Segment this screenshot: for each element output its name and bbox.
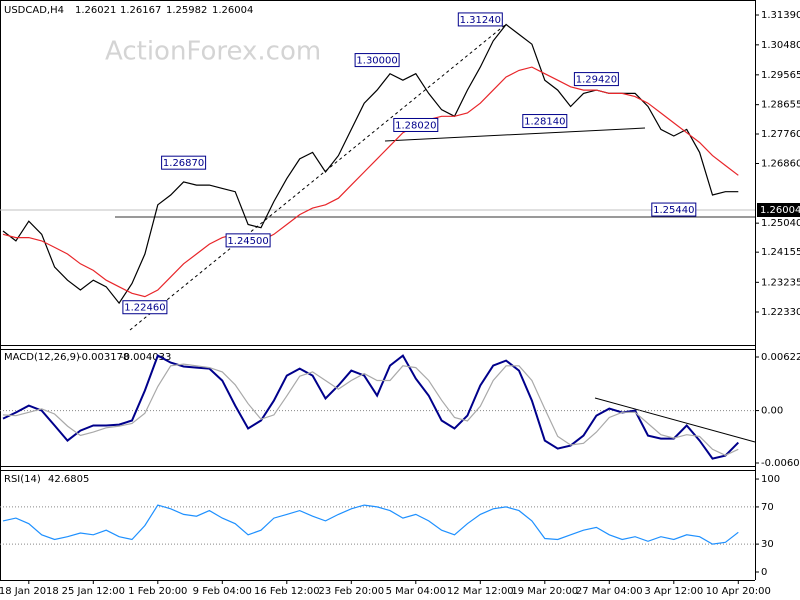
channel-line [129, 24, 506, 331]
level-label: 1.25440 [653, 205, 694, 216]
x-tick-label: 27 Mar 04:00 [576, 586, 643, 597]
rsi-reading: 42.6805 [48, 474, 89, 485]
y-tick-label: 1.26860 [761, 159, 800, 170]
x-tick-label: 25 Jan 12:00 [62, 586, 125, 597]
y-tick-label: 1.23235 [761, 277, 800, 288]
y-tick-label: 1.28655 [761, 100, 800, 111]
y-tick-label: 1.31390 [761, 10, 800, 21]
series-line [2, 354, 740, 460]
y-tick-label: 1.30480 [761, 40, 800, 51]
level-box [161, 155, 207, 170]
level-label: 1.28020 [395, 120, 436, 131]
y-tick-label: 0.00 [761, 406, 783, 417]
level-label: 1.26870 [163, 158, 204, 169]
level-label: 1.30000 [356, 56, 397, 67]
y-tick-label: 1.24155 [761, 247, 800, 258]
y-tick-label: 100 [761, 474, 780, 485]
y-tick-label: 1.29565 [761, 70, 800, 81]
trendlines [0, 24, 756, 443]
x-tick-label: 19 Mar 20:00 [511, 586, 578, 597]
macd-reading: -0.003178 [78, 352, 129, 363]
x-tick-label: 3 Apr 12:00 [644, 586, 703, 597]
y-tick-label: 0 [761, 567, 767, 578]
signal-reading: -0.004033 [120, 352, 171, 363]
level-box [457, 12, 503, 27]
close: 1.26004 [212, 5, 253, 16]
level-box [225, 233, 271, 248]
x-tick-label: 1 Feb 20:00 [128, 586, 187, 597]
y-tick-label: 1.27760 [761, 129, 800, 140]
price-frame [0, 0, 756, 581]
low: 1.25982 [166, 5, 207, 16]
level-box [354, 53, 400, 68]
x-tick-label: 12 Mar 12:00 [447, 586, 514, 597]
y-tick-label: 30 [761, 539, 774, 550]
last-price-label: 1.26004 [760, 205, 800, 216]
y-tick-label: 70 [761, 502, 774, 513]
level-label: 1.24500 [227, 236, 268, 247]
level-box [651, 202, 697, 217]
y-tick-label: 1.22330 [761, 307, 800, 318]
x-tick-label: 10 Apr 20:00 [706, 586, 771, 597]
level-box [393, 117, 439, 132]
rsi-title: RSI(14) [4, 474, 41, 485]
series-line [2, 66, 739, 298]
series-line [2, 363, 739, 456]
level-label: 1.31240 [460, 15, 501, 26]
y-tick-label: 1.25040 [761, 218, 800, 229]
last-price-box [757, 203, 800, 217]
y-tick-label: 0.006228 [761, 352, 800, 363]
neckline [384, 127, 646, 142]
x-tick-label: 9 Feb 04:00 [193, 586, 252, 597]
level-label: 1.28140 [524, 117, 565, 128]
x-tick-label: 18 Jan 2018 [0, 586, 59, 597]
x-tick-label: 23 Feb 20:00 [318, 586, 384, 597]
level-label: 1.29420 [576, 75, 617, 86]
x-tick-label: 16 Feb 12:00 [254, 586, 320, 597]
high: 1.26167 [120, 5, 161, 16]
level-box [122, 300, 168, 315]
level-box [573, 72, 619, 87]
level-label: 1.22460 [124, 303, 165, 314]
open: 1.26021 [75, 5, 116, 16]
y-tick-label: -0.006095 [761, 458, 800, 469]
watermark: ActionForex.com [105, 37, 321, 67]
macd-trendline [594, 397, 756, 443]
macd-title: MACD(12,26,9) [4, 352, 80, 363]
x-tick-label: 5 Mar 04:00 [386, 586, 446, 597]
series-line [2, 504, 739, 545]
symbol: USDCAD,H4 [4, 5, 64, 16]
level-box [522, 114, 568, 129]
